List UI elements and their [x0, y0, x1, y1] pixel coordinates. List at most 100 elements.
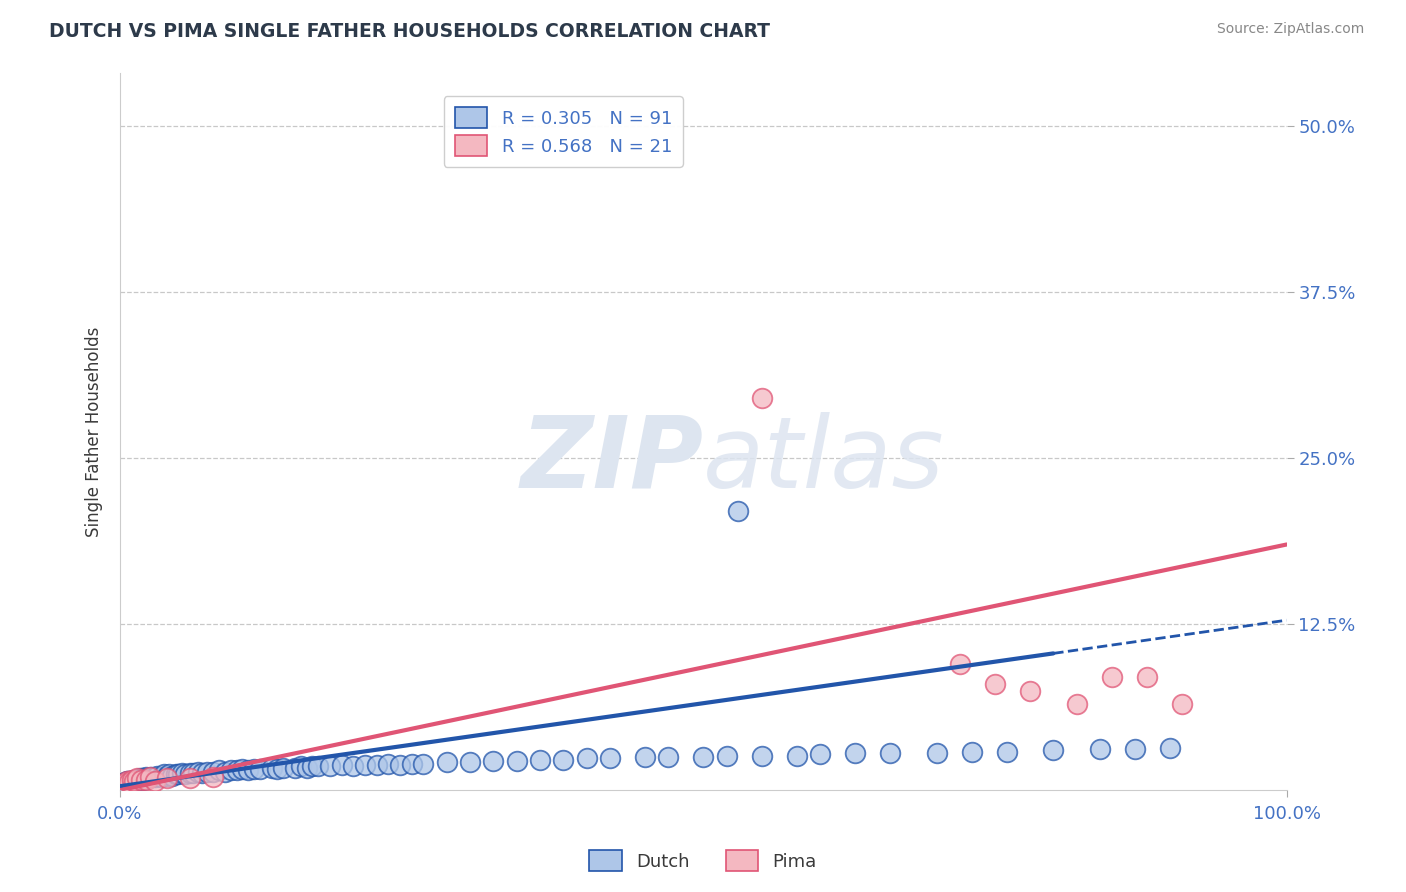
Point: [482, 754, 505, 768]
Text: Source: ZipAtlas.com: Source: ZipAtlas.com: [1216, 22, 1364, 37]
Point: [143, 773, 166, 788]
Point: [112, 776, 135, 790]
Point: [122, 773, 145, 788]
Text: ZIP: ZIP: [520, 412, 703, 508]
Y-axis label: Single Father Households: Single Father Households: [86, 326, 103, 537]
Point: [330, 758, 353, 772]
Point: [157, 767, 180, 781]
Point: [127, 773, 149, 788]
Point: [984, 677, 1007, 691]
Point: [458, 756, 481, 770]
Point: [692, 750, 714, 764]
Point: [657, 750, 679, 764]
Point: [412, 756, 434, 771]
Point: [249, 762, 271, 776]
Point: [243, 762, 266, 776]
Point: [529, 753, 551, 767]
Point: [149, 770, 172, 784]
Point: [112, 776, 135, 790]
Point: [121, 773, 143, 788]
Point: [219, 764, 242, 778]
Point: [128, 772, 150, 787]
Point: [118, 776, 141, 790]
Point: [120, 775, 142, 789]
Point: [1170, 697, 1192, 711]
Point: [179, 771, 201, 785]
Point: [121, 772, 143, 787]
Point: [266, 762, 288, 776]
Point: [162, 768, 184, 782]
Point: [949, 657, 972, 671]
Point: [1066, 697, 1088, 711]
Point: [208, 764, 231, 778]
Point: [135, 772, 157, 787]
Point: [187, 764, 209, 779]
Point: [135, 771, 157, 785]
Point: [225, 764, 247, 778]
Point: [139, 770, 162, 784]
Point: [143, 770, 166, 784]
Point: [1136, 670, 1159, 684]
Point: [366, 758, 388, 772]
Point: [129, 772, 152, 787]
Point: [115, 773, 138, 788]
Text: DUTCH VS PIMA SINGLE FATHER HOUSEHOLDS CORRELATION CHART: DUTCH VS PIMA SINGLE FATHER HOUSEHOLDS C…: [49, 22, 770, 41]
Point: [153, 767, 176, 781]
Point: [231, 762, 253, 776]
Point: [354, 758, 377, 772]
Point: [124, 773, 146, 788]
Point: [146, 768, 169, 782]
Point: [1019, 683, 1042, 698]
Point: [141, 770, 163, 784]
Point: [1042, 743, 1064, 757]
Point: [284, 761, 307, 775]
Point: [118, 775, 141, 789]
Point: [134, 771, 156, 785]
Point: [786, 748, 808, 763]
Point: [319, 759, 342, 773]
Point: [436, 756, 458, 770]
Point: [1123, 742, 1146, 756]
Point: [135, 770, 157, 784]
Point: [575, 751, 598, 765]
Point: [301, 759, 323, 773]
Point: [960, 745, 983, 759]
Point: [342, 759, 364, 773]
Point: [401, 756, 423, 771]
Point: [879, 746, 901, 760]
Point: [295, 761, 318, 775]
Point: [114, 775, 136, 789]
Legend: Dutch, Pima: Dutch, Pima: [582, 843, 824, 879]
Point: [183, 766, 205, 780]
Point: [844, 746, 866, 760]
Point: [174, 767, 197, 781]
Point: [238, 764, 260, 778]
Point: [553, 753, 575, 767]
Point: [156, 771, 179, 785]
Point: [190, 766, 212, 780]
Point: [111, 776, 134, 790]
Point: [197, 764, 219, 779]
Point: [751, 392, 773, 406]
Point: [170, 766, 193, 780]
Point: [727, 504, 749, 518]
Point: [716, 748, 738, 763]
Point: [1159, 740, 1181, 755]
Point: [995, 745, 1018, 759]
Point: [808, 747, 831, 762]
Point: [125, 772, 148, 787]
Point: [179, 766, 201, 780]
Point: [156, 768, 179, 782]
Point: [202, 764, 225, 779]
Point: [388, 758, 411, 772]
Point: [127, 771, 149, 785]
Point: [214, 764, 236, 779]
Point: [634, 750, 657, 764]
Point: [290, 759, 312, 773]
Point: [121, 772, 143, 787]
Point: [599, 751, 621, 765]
Point: [129, 772, 152, 787]
Point: [377, 756, 399, 771]
Point: [260, 761, 283, 775]
Point: [751, 748, 773, 763]
